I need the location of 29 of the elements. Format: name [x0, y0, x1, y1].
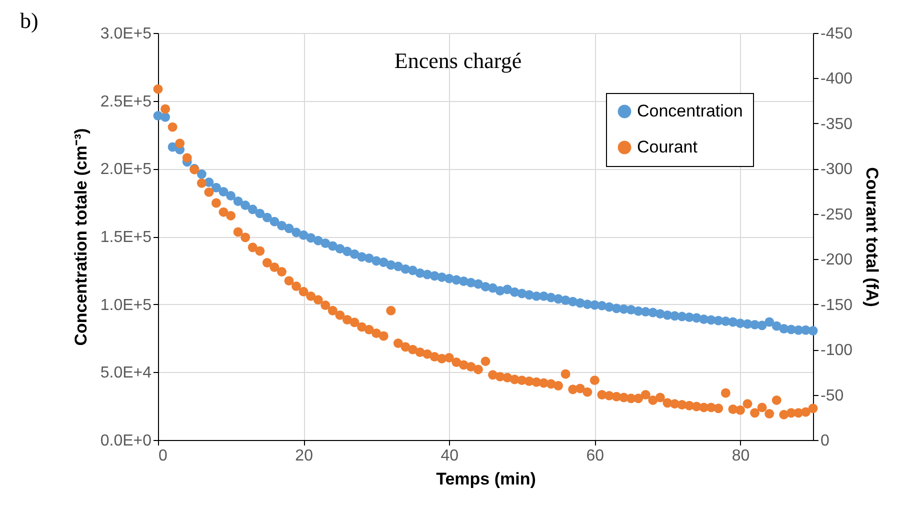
x-tick-label: 40	[440, 448, 459, 464]
y-tick-label: 1.0E+5	[100, 296, 152, 314]
legend-label: Concentration	[637, 102, 743, 120]
x-tick-label: 80	[732, 448, 750, 464]
x-tick-label: 20	[295, 448, 314, 464]
y2-axis-title: Courant total (fA)	[862, 167, 882, 307]
legend-label: Courant	[637, 138, 698, 156]
y2-tick-label: -350	[820, 116, 853, 133]
y-tick-label: 3.0E+5	[100, 26, 152, 42]
y2-tick-label: -400	[820, 70, 853, 88]
y-tick-label: 0.0E+0	[100, 432, 152, 450]
text: Encens chargé	[394, 48, 522, 73]
text: b)	[20, 8, 38, 33]
y2-tick-label: -200	[820, 252, 853, 269]
y2-tick-label: -150	[820, 296, 853, 314]
y-axis-title: Concentration totale (cm⁻³)	[71, 128, 90, 346]
y-tick-label: 1.5E+5	[100, 229, 152, 246]
y2-tick-label: -100	[820, 342, 853, 360]
y-tick-label: 5.0E+4	[100, 364, 152, 382]
y2-tick-label: -450	[820, 26, 853, 42]
y-tick-label: 2.5E+5	[100, 93, 152, 110]
x-axis-title: Temps (min)	[436, 470, 536, 488]
y2-tick-label: 0	[820, 432, 830, 450]
y-tick-label: 2.0E+5	[100, 161, 152, 178]
x-tick-label: 60	[586, 448, 604, 464]
y2-tick-label: -300	[820, 161, 853, 178]
y2-tick-label: -250	[820, 206, 853, 224]
x-tick-label: 0	[158, 448, 168, 464]
y2-tick-label: -50	[820, 387, 844, 404]
